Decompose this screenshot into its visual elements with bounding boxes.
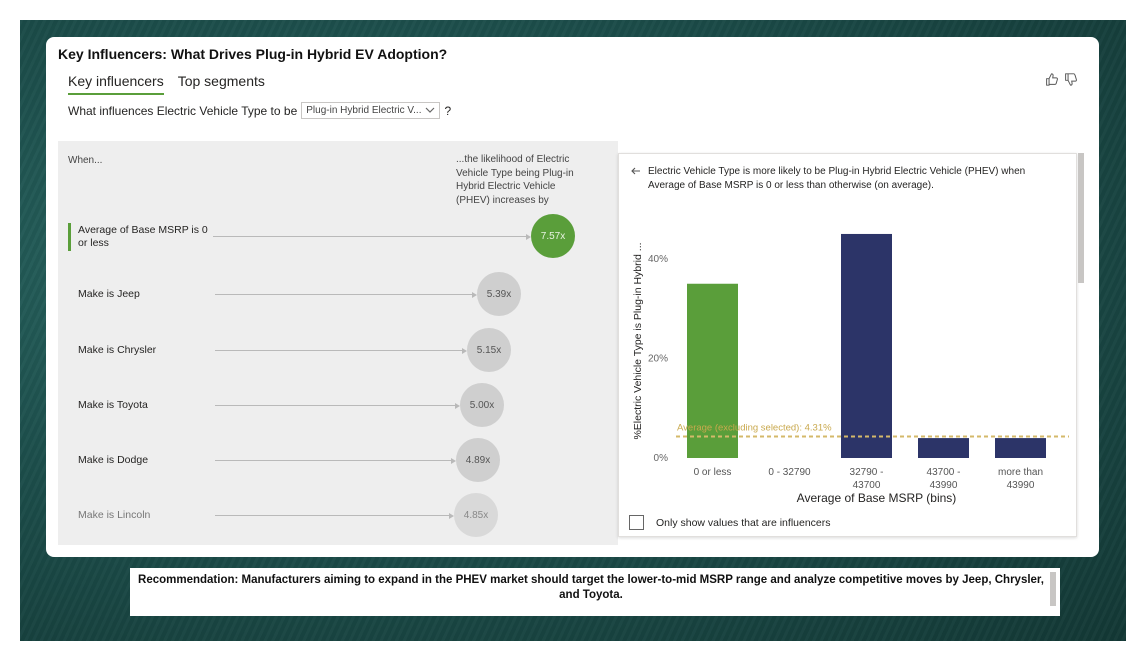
influence-factor-bubble: 5.15x xyxy=(467,328,511,372)
influence-factor-bubble: 5.39x xyxy=(477,272,521,316)
thumbs-down-icon[interactable] xyxy=(1064,73,1077,89)
likelihood-label: ...the likelihood of Electric Vehicle Ty… xyxy=(456,154,574,206)
influencer-row[interactable]: Make is Jeep 5.39x xyxy=(58,272,618,331)
y-tick-label: 0% xyxy=(654,453,669,464)
x-tick-label: 0 or less xyxy=(694,467,732,478)
question-prefix: What influences Electric Vehicle Type to… xyxy=(68,103,298,118)
checkbox-label: Only show values that are influencers xyxy=(656,516,831,529)
influence-factor-bubble: 4.85x xyxy=(454,493,498,537)
arrow-right-icon xyxy=(451,457,456,464)
influencer-label: Make is Dodge xyxy=(78,454,149,466)
influencer-row[interactable]: Make is Lincoln 4.85x xyxy=(58,493,618,545)
bar[interactable] xyxy=(687,283,738,458)
influence-factor-bubble: 4.89x xyxy=(456,438,500,482)
tabs: Key influencers Top segments xyxy=(68,73,265,95)
when-label: When... xyxy=(68,155,103,166)
influencers-only-option: Only show values that are influencers xyxy=(629,515,831,530)
feedback-buttons xyxy=(1045,73,1077,89)
question-suffix: ? xyxy=(444,103,452,118)
x-tick-label: 0 - 32790 xyxy=(768,467,811,478)
influencer-description: Electric Vehicle Type is more likely to … xyxy=(648,166,1026,191)
selected-indicator xyxy=(68,223,71,251)
arrow-right-icon xyxy=(462,347,467,354)
recommendation-text: Recommendation: Manufacturers aiming to … xyxy=(138,574,1044,601)
influencer-row[interactable]: Make is Chrysler 5.15x xyxy=(58,328,618,387)
msrp-bin-bar-chart: 0% 20% 40% %Electric Vehicle Type is Plug-i… xyxy=(632,233,1069,505)
dashboard-background: Key Influencers: What Drives Plug-in Hyb… xyxy=(20,20,1126,641)
x-tick-label: 43990 xyxy=(1007,480,1035,491)
bar[interactable] xyxy=(918,438,969,458)
x-tick-label: 43990 xyxy=(930,480,958,491)
recommendation-box: Recommendation: Manufacturers aiming to … xyxy=(130,568,1060,616)
bar[interactable] xyxy=(841,233,892,458)
influencer-connector-line xyxy=(213,236,527,237)
x-tick-label: 32790 - xyxy=(850,467,884,478)
influencer-label: Make is Lincoln xyxy=(78,509,151,521)
dropdown-selected-value: Plug-in Hybrid Electric V... xyxy=(306,105,422,116)
influencer-connector-line xyxy=(215,350,463,351)
arrow-right-icon xyxy=(526,233,531,240)
influencer-label: Make is Jeep xyxy=(78,288,140,300)
influence-question: What influences Electric Vehicle Type to… xyxy=(68,102,451,119)
influencer-row[interactable]: Average of Base MSRP is 0 or less 7.57x xyxy=(58,214,618,273)
panel-scrollbar[interactable] xyxy=(1078,153,1084,283)
influencer-connector-line xyxy=(215,405,456,406)
y-axis-label: %Electric Vehicle Type is Plug-in Hybrid… xyxy=(632,242,644,439)
x-tick-label: 43700 - xyxy=(927,467,961,478)
x-axis-label: Average of Base MSRP (bins) xyxy=(797,491,957,505)
tab-key-influencers[interactable]: Key influencers xyxy=(68,73,164,95)
arrow-right-icon xyxy=(455,402,460,409)
influencer-label: Make is Toyota xyxy=(78,399,148,411)
tab-top-segments[interactable]: Top segments xyxy=(177,73,265,89)
influencers-list-panel: When... ...the likelihood of Electric Ve… xyxy=(58,141,618,545)
influencer-label: Average of Base MSRP is 0 or less xyxy=(78,224,208,249)
card-title: Key Influencers: What Drives Plug-in Hyb… xyxy=(58,46,448,62)
influencers-only-checkbox[interactable] xyxy=(629,515,644,530)
arrow-right-icon xyxy=(449,512,454,519)
recommendation-scrollbar[interactable] xyxy=(1050,572,1056,606)
thumbs-up-icon[interactable] xyxy=(1045,73,1058,89)
y-tick-label: 40% xyxy=(648,254,668,265)
x-tick-label: more than xyxy=(998,467,1043,478)
chevron-down-icon xyxy=(425,106,435,116)
arrow-left-icon[interactable] xyxy=(631,166,641,179)
x-tick-label: 43700 xyxy=(853,480,881,491)
target-value-dropdown[interactable]: Plug-in Hybrid Electric V... xyxy=(301,102,441,119)
reference-line-label: Average (excluding selected): 4.31% xyxy=(677,423,832,434)
influence-factor-bubble: 7.57x xyxy=(531,214,575,258)
arrow-right-icon xyxy=(472,291,477,298)
key-influencers-card: Key Influencers: What Drives Plug-in Hyb… xyxy=(46,37,1099,557)
influencer-row[interactable]: Make is Toyota 5.00x xyxy=(58,383,618,442)
influencer-connector-line xyxy=(215,460,452,461)
influencer-label: Make is Chrysler xyxy=(78,344,157,356)
influencer-row[interactable]: Make is Dodge 4.89x xyxy=(58,438,618,497)
influencer-connector-line xyxy=(215,294,473,295)
influencer-connector-line xyxy=(215,515,450,516)
bar[interactable] xyxy=(995,438,1046,458)
influencer-detail-panel: Electric Vehicle Type is more likely to … xyxy=(618,153,1077,537)
y-tick-label: 20% xyxy=(648,353,668,364)
influence-factor-bubble: 5.00x xyxy=(460,383,504,427)
